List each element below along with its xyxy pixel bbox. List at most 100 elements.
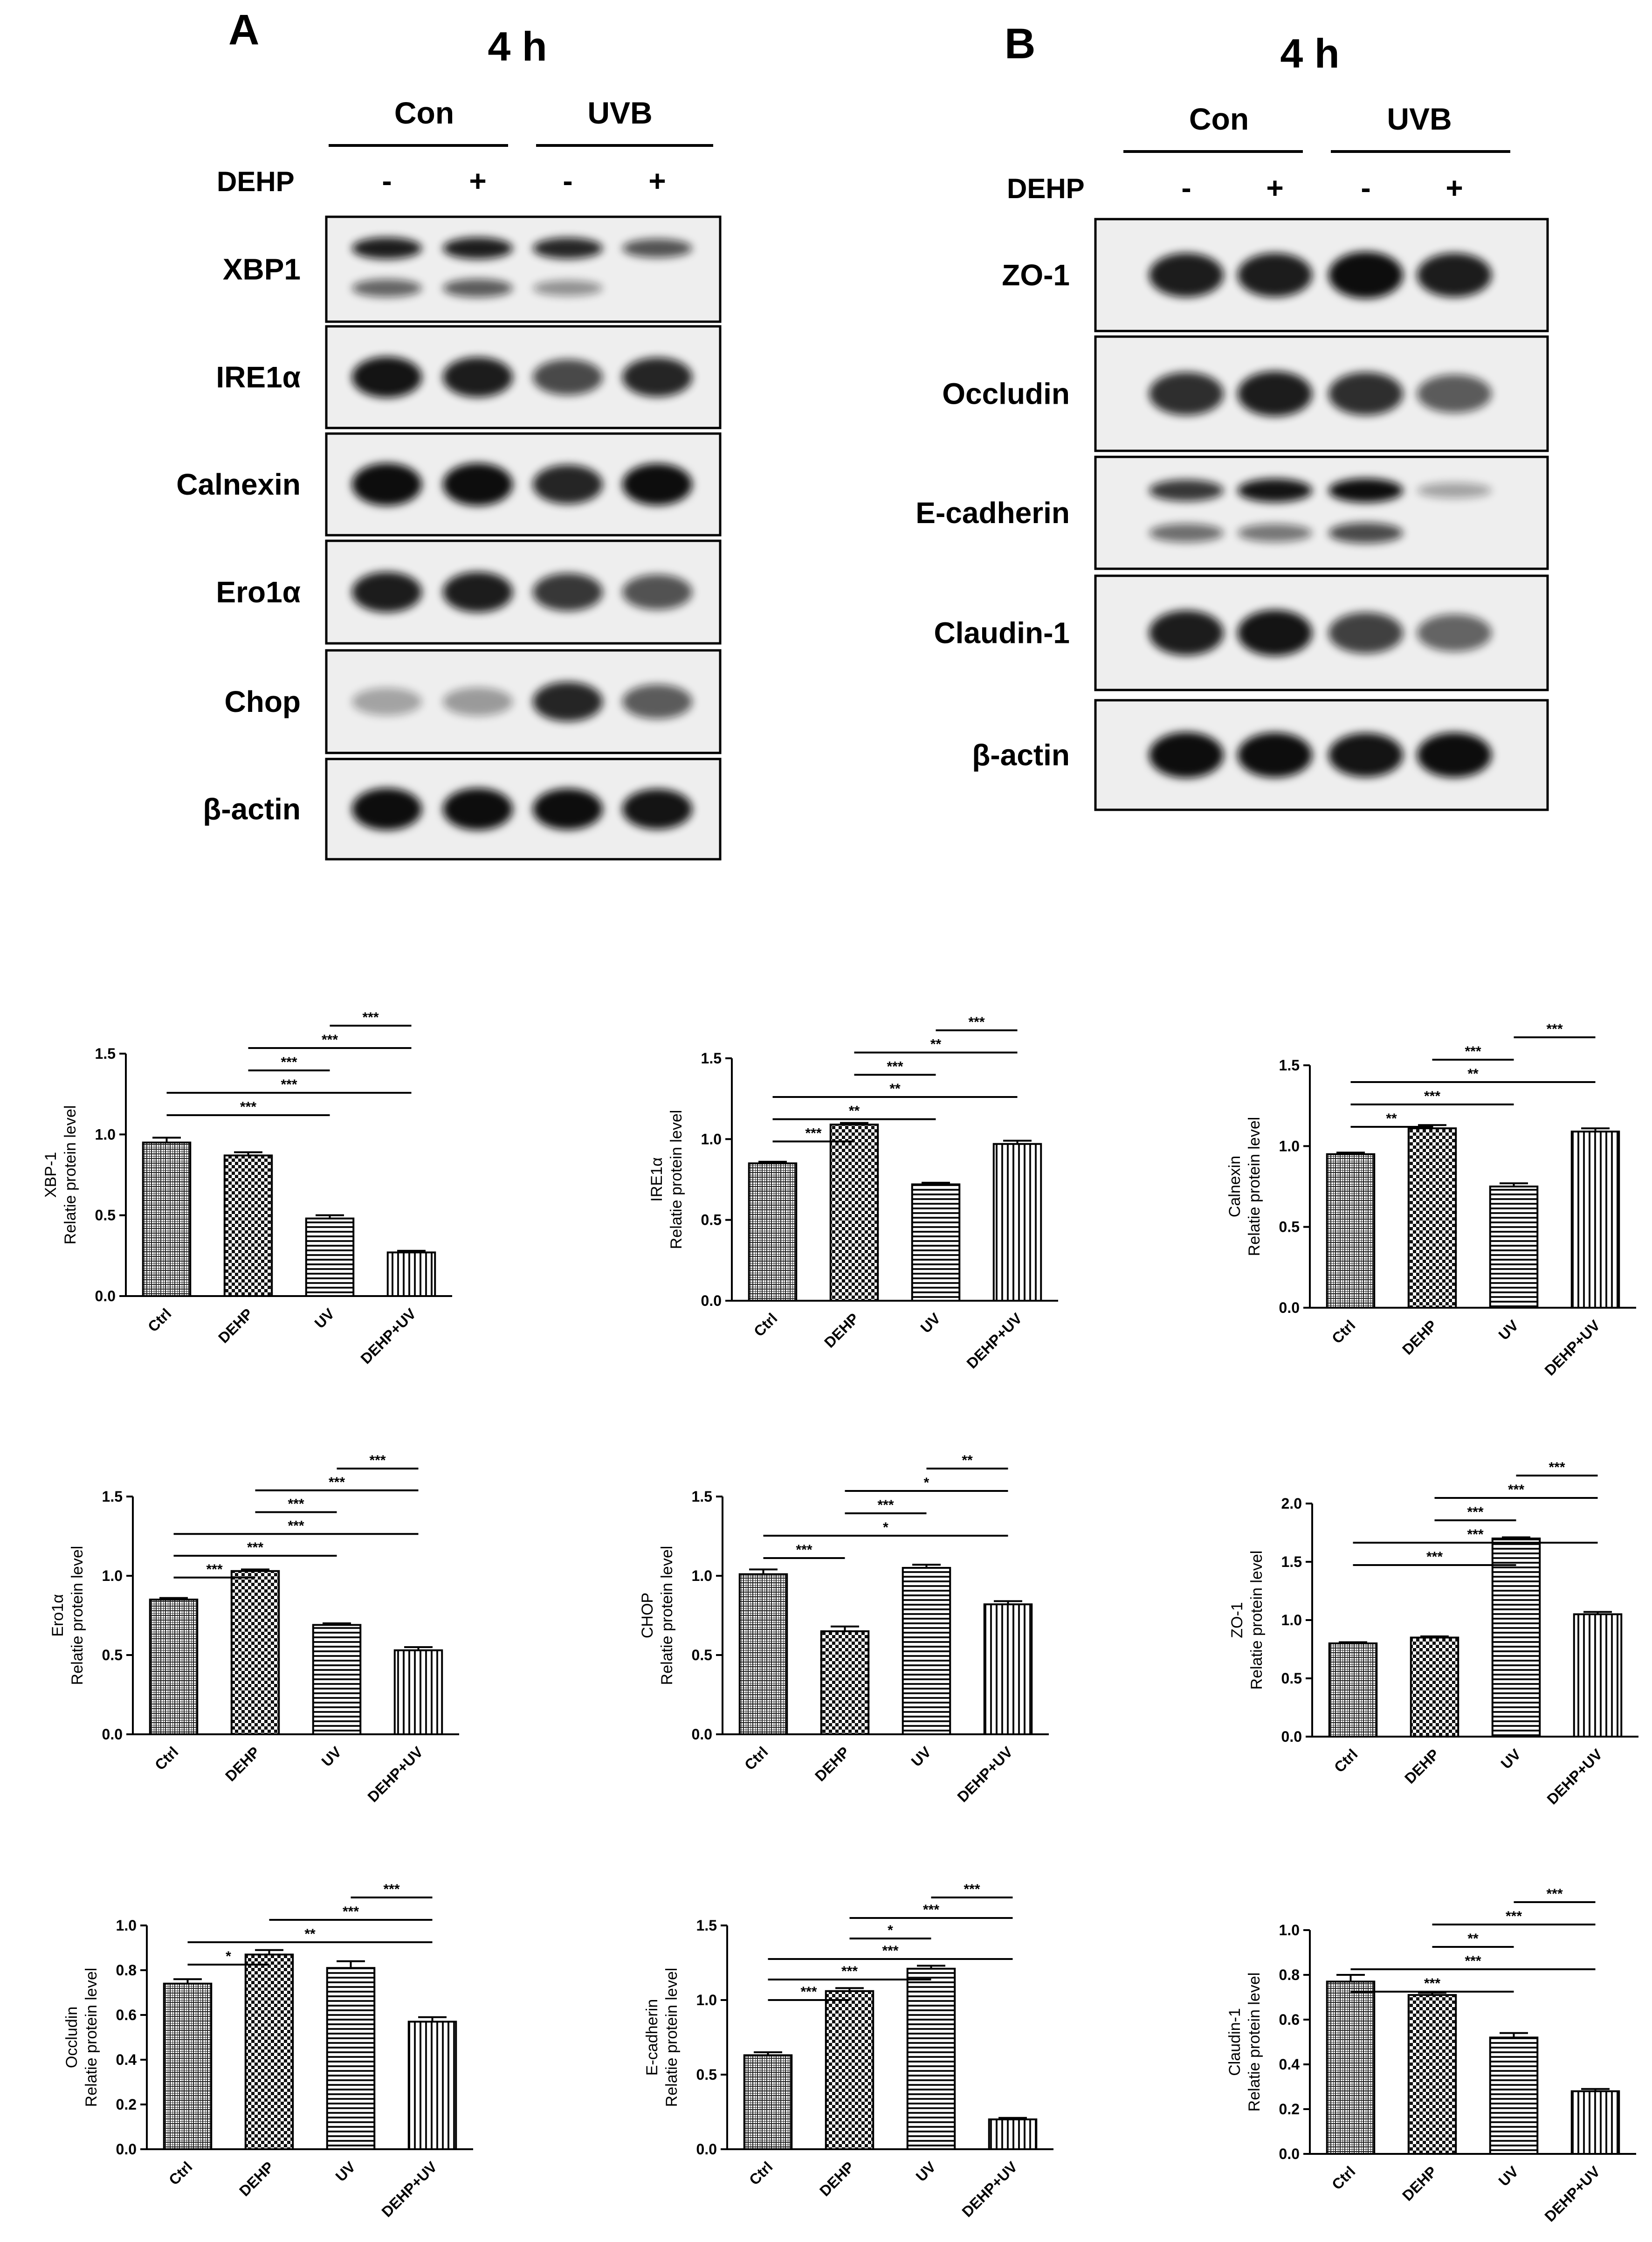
panel-b-group-con: Con xyxy=(1189,102,1249,136)
x-tick-label: UV xyxy=(311,1305,338,1331)
y-tick-label: 1.0 xyxy=(692,1567,712,1584)
significance-label: ** xyxy=(304,1926,316,1942)
y-axis-title-protein: Ero1α xyxy=(49,1594,67,1636)
blot-label: Chop xyxy=(225,685,301,718)
x-tick-label: DEHP xyxy=(1399,2163,1440,2204)
blot-band xyxy=(1149,610,1224,655)
bar-ctrl xyxy=(1326,1980,1376,2155)
panel-a-sign-2: + xyxy=(469,164,486,198)
significance-label: *** xyxy=(1549,1460,1565,1475)
blot-band xyxy=(1149,253,1224,297)
significance-label: *** xyxy=(1546,1886,1563,1902)
bar-uv xyxy=(911,1183,961,1302)
blot-label: E-cadherin xyxy=(915,496,1070,530)
bar-uv xyxy=(906,1967,956,2150)
blot-band xyxy=(443,687,513,716)
significance-label: *** xyxy=(805,1125,821,1141)
blot-band xyxy=(622,357,692,397)
significance-label: *** xyxy=(206,1562,222,1577)
x-tick-label: DEHP+UV xyxy=(357,1305,419,1367)
significance-label: *** xyxy=(1467,1527,1483,1542)
panel-b-letter: B xyxy=(1005,20,1035,68)
blot-band xyxy=(443,463,513,506)
bar-ctrl xyxy=(1328,1642,1378,1738)
significance-label: *** xyxy=(1467,1504,1483,1520)
blot-band xyxy=(443,237,513,259)
x-tick-label: Ctrl xyxy=(151,1743,181,1773)
chart-occludin: 0.0 0.2 0.4 0.6 0.8 1.0 Occludin Relatie protei… xyxy=(63,1882,473,2220)
significance-label: * xyxy=(924,1475,929,1490)
y-tick-label: 0.5 xyxy=(102,1647,123,1663)
bar-uv xyxy=(1489,2036,1539,2155)
y-axis-title: Relatie protein level xyxy=(83,1968,100,2107)
y-tick-label: 0.5 xyxy=(701,1212,722,1228)
y-tick-label: 1.5 xyxy=(701,1050,722,1067)
x-tick-label: Ctrl xyxy=(746,2158,776,2188)
y-tick-label: 0.5 xyxy=(696,2066,717,2083)
bar-uv xyxy=(305,1217,355,1297)
blot-band xyxy=(533,788,603,830)
blot-band xyxy=(1328,478,1403,503)
blot-band xyxy=(1149,479,1224,502)
blot-row-zo-1: ZO-1 xyxy=(1002,218,1549,332)
significance-label: *** xyxy=(247,1540,263,1555)
y-axis-title-protein: E-cadherin xyxy=(643,1999,661,2076)
blot-label: Occludin xyxy=(942,377,1070,411)
blot-band xyxy=(1328,251,1403,299)
y-tick-label: 0.0 xyxy=(95,1288,116,1304)
chart-chop: 0.0 0.5 1.0 1.5 CHOP Relatie protein level Ctr… xyxy=(639,1453,1049,1805)
y-axis-title: Relatie protein level xyxy=(1246,1117,1263,1256)
bar-dehp-plus-uv xyxy=(992,1143,1042,1302)
bar-dehp xyxy=(825,1990,874,2150)
blot-band xyxy=(443,572,513,613)
bar-ctrl xyxy=(1326,1153,1376,1309)
y-tick-label: 0.0 xyxy=(701,1292,722,1309)
blot-band xyxy=(1417,253,1492,297)
panel-a: A 4 h Con UVB DEHP - + - + XBP1 IRE1α Caln… xyxy=(176,6,722,861)
blot-band xyxy=(352,237,422,259)
blot-band xyxy=(352,357,422,398)
y-axis-title-protein: Calnexin xyxy=(1226,1156,1244,1217)
significance-label: *** xyxy=(1508,1482,1524,1497)
panel-a-sign-1: - xyxy=(382,164,392,198)
x-tick-label: DEHP xyxy=(812,1743,853,1784)
y-tick-label: 1.5 xyxy=(1281,1553,1302,1570)
significance-label: *** xyxy=(369,1453,385,1468)
bar-dehp-plus-uv xyxy=(386,1251,436,1297)
blot-band xyxy=(1149,372,1224,415)
blot-membrane xyxy=(1094,455,1549,570)
y-tick-label: 1.0 xyxy=(102,1567,123,1584)
chart-xbp-1: 0.0 0.5 1.0 1.5 XBP-1 Relatie protein level Ct… xyxy=(42,1010,452,1367)
blot-label: Claudin-1 xyxy=(934,616,1070,650)
x-tick-label: UV xyxy=(318,1743,345,1770)
bar-dehp-plus-uv xyxy=(1570,2090,1620,2155)
y-tick-label: 0.2 xyxy=(116,2096,137,2113)
y-axis-title: Relatie protein level xyxy=(1248,1551,1266,1690)
bar-uv xyxy=(326,1967,376,2151)
y-axis-title-protein: Claudin-1 xyxy=(1226,2008,1244,2076)
panel-b-sign-1: - xyxy=(1181,171,1191,205)
bar-ctrl xyxy=(738,1573,788,1736)
x-tick-label: DEHP+UV xyxy=(958,2158,1020,2220)
blot-band xyxy=(622,239,692,258)
blot-band xyxy=(1328,612,1403,654)
x-tick-label: Ctrl xyxy=(1331,1745,1361,1775)
bar-uv xyxy=(1489,1186,1539,1309)
y-tick-label: 0.0 xyxy=(1279,2145,1300,2162)
panel-b-sign-4: + xyxy=(1446,171,1463,205)
x-tick-label: DEHP xyxy=(1401,1745,1442,1787)
x-tick-label: DEHP+UV xyxy=(1541,2163,1603,2225)
blot-band xyxy=(1238,524,1312,542)
significance-label: ** xyxy=(1467,1066,1479,1082)
significance-label: *** xyxy=(841,1964,858,1979)
blot-row-beta-actin: β-actin xyxy=(203,758,722,861)
bar-dehp-plus-uv xyxy=(1570,1131,1620,1309)
significance-label: ** xyxy=(889,1081,901,1097)
y-tick-label: 0.6 xyxy=(116,2007,137,2023)
blot-band xyxy=(1328,523,1403,544)
y-tick-label: 1.0 xyxy=(116,1917,137,1934)
significance-label: *** xyxy=(1465,1044,1481,1059)
y-tick-label: 1.0 xyxy=(1279,1138,1300,1154)
x-tick-label: UV xyxy=(1495,1317,1522,1343)
bar-dehp-plus-uv xyxy=(988,2118,1038,2150)
